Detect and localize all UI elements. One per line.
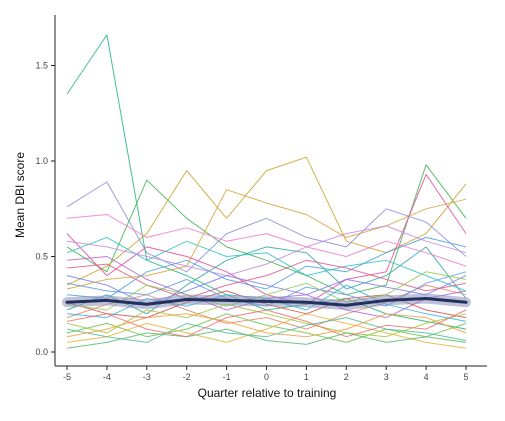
series-line-18 [66, 189, 467, 290]
y-tick-label: 1.0 [35, 156, 48, 166]
y-tick-label: 0.0 [35, 347, 48, 357]
series-line-16 [66, 275, 467, 305]
x-tick-label: -5 [63, 372, 71, 382]
series-line-25 [66, 271, 467, 311]
x-tick-label: -3 [143, 372, 151, 382]
series-line-10 [66, 236, 467, 299]
y-tick-label: 1.5 [35, 61, 48, 71]
x-tick-label: -1 [223, 372, 231, 382]
series-line-14 [66, 303, 467, 338]
series-line-13 [66, 236, 467, 292]
series-line-9 [66, 313, 467, 343]
series-line-22 [66, 225, 467, 277]
x-tick-label: 3 [384, 372, 389, 382]
x-tick-label: 5 [463, 372, 468, 382]
series-line-20 [66, 259, 467, 299]
series-line-4 [66, 181, 467, 273]
axes: -5 -4 -3 -2 -1 0 1 2 3 4 5 0.0 0.5 1.0 1.5 [35, 15, 487, 382]
series-line-26 [66, 309, 467, 338]
y-axis-title: Mean DBI score [13, 152, 27, 238]
x-tick-label: -2 [183, 372, 191, 382]
series-line-3 [66, 156, 467, 286]
x-axis-title: Quarter relative to training [198, 386, 337, 400]
x-tick-label: 1 [304, 372, 309, 382]
series-line-23 [66, 313, 467, 338]
series-line-11 [66, 313, 467, 349]
y-tick-label: 0.5 [35, 252, 48, 262]
x-tick-label: 4 [424, 372, 429, 382]
x-tick-label: 0 [264, 372, 269, 382]
series-line-17 [66, 328, 467, 349]
mean-trend-layer [62, 293, 471, 311]
mean-trend-line [65, 297, 468, 307]
series-line-15 [66, 214, 467, 267]
series-line-21 [66, 317, 467, 343]
x-tick-label: 2 [344, 372, 349, 382]
x-tick-label: -4 [103, 372, 111, 382]
